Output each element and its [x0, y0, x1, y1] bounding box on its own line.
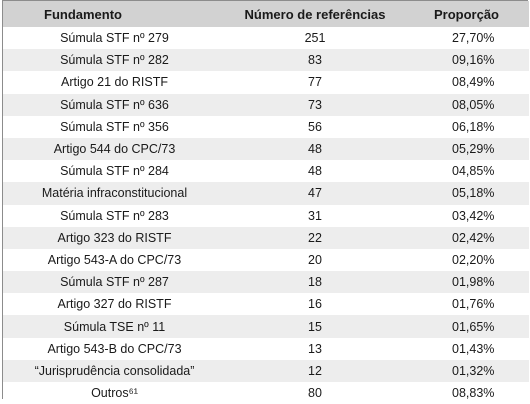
cell-numero: 12	[308, 363, 322, 378]
table-row: Artigo 327 do RISTF 16 01,76%	[3, 293, 529, 316]
cell-proporcao: 05,29%	[452, 142, 495, 157]
table-row: Súmula STF nº 284 48 04,85%	[3, 160, 529, 183]
cell-numero: 251	[304, 31, 326, 46]
table-row: Artigo 543-B do CPC/73 13 01,43%	[3, 337, 529, 360]
cell-proporcao: 01,65%	[452, 319, 495, 334]
cell-numero: 15	[308, 319, 322, 334]
cell-proporcao: 08,49%	[452, 75, 495, 90]
cell-proporcao: 06,18%	[452, 119, 495, 134]
cell-fundamento: Artigo 21 do RISTF	[61, 75, 168, 90]
cell-numero: 80	[308, 386, 322, 401]
cell-fundamento: Artigo 543-A do CPC/73	[47, 252, 182, 267]
cell-fundamento: Súmula STF nº 287	[60, 275, 169, 290]
cell-numero: 22	[308, 230, 322, 245]
cell-proporcao: 08,05%	[452, 97, 495, 112]
header-fundamento: Fundamento	[44, 6, 122, 22]
cell-fundamento: “Jurisprudência consolidada”	[34, 363, 195, 378]
cell-numero: 48	[308, 164, 322, 179]
cell-numero: 20	[308, 252, 322, 267]
table-row: “Jurisprudência consolidada” 12 01,32%	[3, 359, 529, 382]
table-row: Súmula STF nº 636 73 08,05%	[3, 93, 529, 116]
cell-fundamento: Artigo 323 do RISTF	[57, 230, 172, 245]
header-numero: Número de referências	[244, 6, 386, 22]
cell-proporcao: 03,42%	[452, 208, 495, 223]
cell-numero: 73	[308, 97, 322, 112]
table-row: Artigo 323 do RISTF 22 02,42%	[3, 226, 529, 249]
cell-proporcao: 05,18%	[452, 186, 495, 201]
cell-numero: 48	[308, 142, 322, 157]
table-body: Súmula STF nº 279 251 27,70% Súmula STF nº …	[3, 27, 529, 404]
header-row: Fundamento Número de referências Proporç…	[3, 1, 529, 27]
cell-numero: 77	[308, 75, 322, 90]
table-row: Súmula STF nº 279 251 27,70%	[3, 27, 529, 50]
cell-proporcao: 01,98%	[452, 275, 495, 290]
cell-numero: 56	[308, 119, 322, 134]
table-row: Outros⁶¹ 80 08,83%	[3, 382, 529, 404]
cell-proporcao: 01,76%	[452, 297, 495, 312]
table-row: Súmula STF nº 282 83 09,16%	[3, 49, 529, 72]
cell-proporcao: 08,83%	[452, 386, 495, 401]
cell-fundamento: Súmula STF nº 283	[60, 208, 169, 223]
cell-proporcao: 27,70%	[452, 31, 495, 46]
header-proporcao: Proporção	[433, 6, 499, 22]
cell-fundamento: Matéria infraconstitucional	[41, 186, 188, 201]
cell-fundamento: Súmula STF nº 279	[60, 31, 169, 46]
cell-proporcao: 01,43%	[452, 341, 495, 356]
cell-numero: 47	[308, 186, 322, 201]
cell-numero: 13	[308, 341, 322, 356]
references-table: Fundamento Número de referências Proporç…	[3, 1, 529, 404]
table-row: Artigo 543-A do CPC/73 20 02,20%	[3, 248, 529, 272]
table-row: Súmula STF nº 287 18 01,98%	[3, 271, 529, 294]
cell-fundamento: Súmula TSE nº 11	[63, 319, 166, 334]
cell-fundamento: Súmula STF nº 636	[60, 97, 169, 112]
cell-numero: 83	[308, 53, 322, 68]
cell-fundamento: Súmula STF nº 282	[60, 53, 169, 68]
table-header: Fundamento Número de referências Proporç…	[3, 1, 529, 27]
cell-proporcao: 04,85%	[452, 164, 495, 179]
table-row: Súmula STF nº 283 31 03,42%	[3, 204, 529, 227]
table-row: Súmula STF nº 356 56 06,18%	[3, 115, 529, 138]
table-row: Artigo 21 do RISTF 77 08,49%	[3, 71, 529, 94]
table-row: Súmula TSE nº 11 15 01,65%	[3, 315, 529, 338]
cell-proporcao: 01,32%	[452, 363, 495, 378]
cell-fundamento: Artigo 544 do CPC/73	[53, 142, 176, 157]
cell-numero: 16	[308, 297, 322, 312]
cell-numero: 18	[308, 275, 322, 290]
cell-fundamento: Súmula STF nº 356	[60, 119, 169, 134]
cell-proporcao: 02,42%	[452, 230, 495, 245]
table-row: Matéria infraconstitucional 47 05,18%	[3, 182, 529, 205]
cell-fundamento: Súmula STF nº 284	[60, 164, 169, 179]
cell-proporcao: 09,16%	[452, 53, 495, 68]
table-row: Artigo 544 do CPC/73 48 05,29%	[3, 137, 529, 161]
cell-fundamento: Artigo 543-B do CPC/73	[47, 341, 182, 356]
cell-fundamento: Outros⁶¹	[91, 386, 138, 401]
cell-fundamento: Artigo 327 do RISTF	[57, 297, 172, 312]
cell-numero: 31	[308, 208, 322, 223]
cell-proporcao: 02,20%	[452, 252, 495, 267]
